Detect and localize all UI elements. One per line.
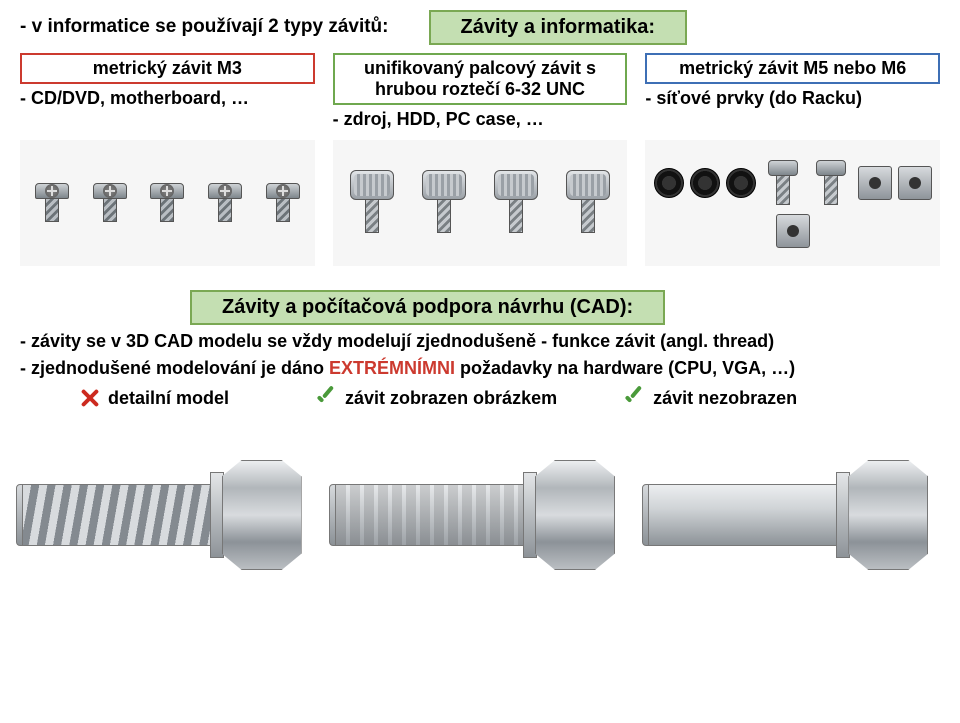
washer-icon <box>726 168 756 198</box>
legend-row: detailní model závit zobrazen obrázkem z… <box>0 379 960 409</box>
cage-nut-icon <box>858 166 892 200</box>
check-icon <box>315 387 337 409</box>
col1-sub: - CD/DVD, motherboard, … <box>20 86 315 115</box>
washer-icon <box>654 168 684 198</box>
section1-title: Závity a informatika: <box>429 10 688 45</box>
thumbscrew-icon <box>489 168 543 238</box>
cad-line2: - zjednodušené modelování je dáno EXTRÉM… <box>20 352 940 379</box>
col2-head: unifikovaný palcový závit s hrubou rozte… <box>333 53 628 105</box>
legend-label: závit zobrazen obrázkem <box>345 388 557 409</box>
cad-line1: - závity se v 3D CAD modelu se vždy mode… <box>20 325 940 352</box>
bolt-renderings <box>0 409 960 609</box>
screw-icon <box>28 179 76 227</box>
bolt-plain-icon <box>648 440 938 590</box>
cad-line2-pre: - zjednodušené modelování je dáno <box>20 358 329 378</box>
cage-nut-icon <box>776 214 810 248</box>
screw-illustrations <box>0 136 960 266</box>
rack-screw-icon <box>762 158 804 208</box>
unc-screws <box>333 140 628 266</box>
check-icon <box>623 387 645 409</box>
col3-head: metrický závit M5 nebo M6 <box>645 53 940 84</box>
m3-screws <box>20 140 315 266</box>
col2-sub: - zdroj, HDD, PC case, … <box>333 107 628 136</box>
rack-screw-icon <box>810 158 852 208</box>
legend-detail-model: detailní model <box>78 387 229 409</box>
legend-label: detailní model <box>108 388 229 409</box>
rack-hardware <box>645 140 940 266</box>
screw-icon <box>201 179 249 227</box>
intro-bullet: - v informatice se používají 2 typy závi… <box>20 10 389 38</box>
cad-line2-red: EXTRÉMNÍMNI <box>329 358 455 378</box>
section2-title: Závity a počítačová podpora návrhu (CAD)… <box>190 290 665 325</box>
screw-icon <box>143 179 191 227</box>
cad-line2-post: požadavky na hardware (CPU, VGA, …) <box>455 358 795 378</box>
screw-icon <box>259 179 307 227</box>
screw-icon <box>86 179 134 227</box>
cage-nut-icon <box>898 166 932 200</box>
bolt-detailed-icon <box>22 440 312 590</box>
washer-icon <box>690 168 720 198</box>
col3-sub: - síťové prvky (do Racku) <box>645 86 940 115</box>
thumbscrew-icon <box>561 168 615 238</box>
legend-label: závit nezobrazen <box>653 388 797 409</box>
thumbscrew-icon <box>417 168 471 238</box>
thread-type-columns: metrický závit M3 - CD/DVD, motherboard,… <box>0 45 960 136</box>
x-icon <box>78 387 100 409</box>
col1-head: metrický závit M3 <box>20 53 315 84</box>
legend-thread-image: závit zobrazen obrázkem <box>315 387 557 409</box>
legend-thread-hidden: závit nezobrazen <box>623 387 797 409</box>
thumbscrew-icon <box>345 168 399 238</box>
bolt-textured-icon <box>335 440 625 590</box>
